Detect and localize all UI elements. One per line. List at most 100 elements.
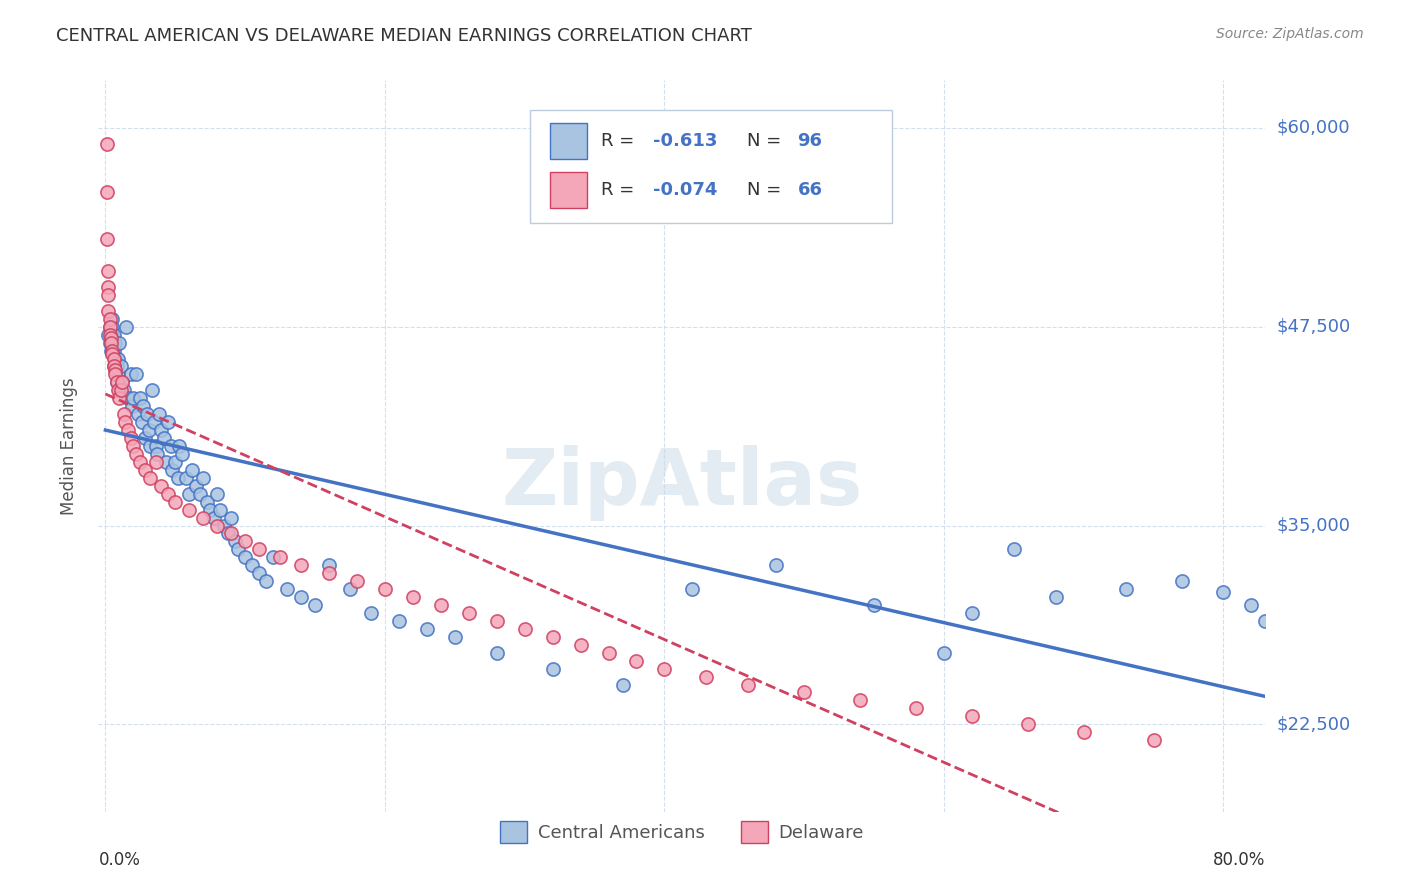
Point [346, 574, 368, 589]
Point [134, 431, 156, 445]
Point [208, 502, 231, 516]
Point [110, 384, 132, 398]
Point [101, 347, 124, 361]
Point [103, 343, 125, 358]
Point [145, 455, 167, 469]
Point [98, 327, 121, 342]
Text: N =: N = [747, 181, 787, 199]
Point [179, 486, 201, 500]
Point [101, 311, 124, 326]
Point [148, 407, 170, 421]
Point [541, 662, 564, 676]
Text: CENTRAL AMERICAN VS DELAWARE MEDIAN EARNINGS CORRELATION CHART: CENTRAL AMERICAN VS DELAWARE MEDIAN EARN… [56, 27, 752, 45]
Point [103, 351, 125, 366]
Point [541, 630, 564, 644]
Point [485, 646, 508, 660]
Point [247, 566, 270, 581]
Point [101, 343, 124, 358]
Point [105, 376, 128, 390]
Point [122, 392, 145, 406]
Point [96, 232, 118, 246]
Text: $22,500: $22,500 [1277, 715, 1351, 733]
Point [863, 598, 886, 612]
Point [960, 606, 983, 620]
Point [186, 479, 208, 493]
Point [117, 392, 139, 406]
Point [172, 447, 194, 461]
Point [121, 399, 143, 413]
Point [101, 327, 124, 342]
Point [97, 264, 120, 278]
Point [150, 479, 173, 493]
Point [276, 582, 298, 596]
Point [169, 439, 191, 453]
Point [179, 502, 201, 516]
Text: $47,500: $47,500 [1277, 318, 1351, 335]
Text: -0.074: -0.074 [652, 181, 717, 199]
Text: N =: N = [747, 132, 787, 150]
Point [1017, 717, 1039, 731]
Point [136, 407, 159, 421]
Point [103, 359, 125, 374]
Point [233, 534, 256, 549]
Text: Source: ZipAtlas.com: Source: ZipAtlas.com [1216, 27, 1364, 41]
Point [108, 335, 131, 350]
Text: $35,000: $35,000 [1277, 516, 1351, 534]
FancyBboxPatch shape [550, 123, 588, 160]
Point [1142, 733, 1164, 747]
Point [145, 439, 167, 453]
Point [181, 463, 204, 477]
Point [205, 518, 228, 533]
Point [107, 368, 129, 382]
Point [101, 319, 124, 334]
Text: 0.0%: 0.0% [98, 851, 141, 869]
Point [108, 384, 131, 398]
Point [165, 455, 187, 469]
Point [98, 311, 121, 326]
Point [150, 423, 173, 437]
Point [96, 136, 118, 151]
Point [165, 494, 187, 508]
Point [125, 368, 148, 382]
Point [402, 590, 425, 604]
Point [100, 331, 122, 345]
Point [162, 463, 184, 477]
Point [132, 399, 155, 413]
Text: $60,000: $60,000 [1277, 119, 1350, 137]
Point [131, 415, 153, 429]
Point [612, 677, 634, 691]
Point [200, 502, 222, 516]
Point [849, 693, 872, 707]
Point [793, 685, 815, 699]
Point [146, 447, 169, 461]
Point [112, 407, 135, 421]
Text: 66: 66 [797, 181, 823, 199]
Point [204, 510, 226, 524]
Point [111, 376, 134, 390]
Point [904, 701, 927, 715]
Point [1240, 598, 1263, 612]
Point [115, 319, 138, 334]
Point [160, 439, 183, 453]
Point [100, 335, 122, 350]
Point [125, 447, 148, 461]
Legend: Central Americans, Delaware: Central Americans, Delaware [492, 814, 872, 850]
Point [1045, 590, 1067, 604]
Point [103, 327, 125, 342]
Point [290, 558, 312, 573]
Point [388, 614, 411, 628]
Point [98, 319, 121, 334]
Point [205, 486, 228, 500]
Point [155, 455, 177, 469]
Point [598, 646, 620, 660]
Point [98, 319, 121, 334]
Point [1002, 542, 1025, 557]
Point [134, 463, 156, 477]
Y-axis label: Median Earnings: Median Earnings [59, 377, 77, 515]
Point [430, 598, 453, 612]
Point [569, 638, 592, 652]
Point [110, 359, 132, 374]
Point [290, 590, 312, 604]
Point [654, 662, 676, 676]
Point [318, 566, 340, 581]
